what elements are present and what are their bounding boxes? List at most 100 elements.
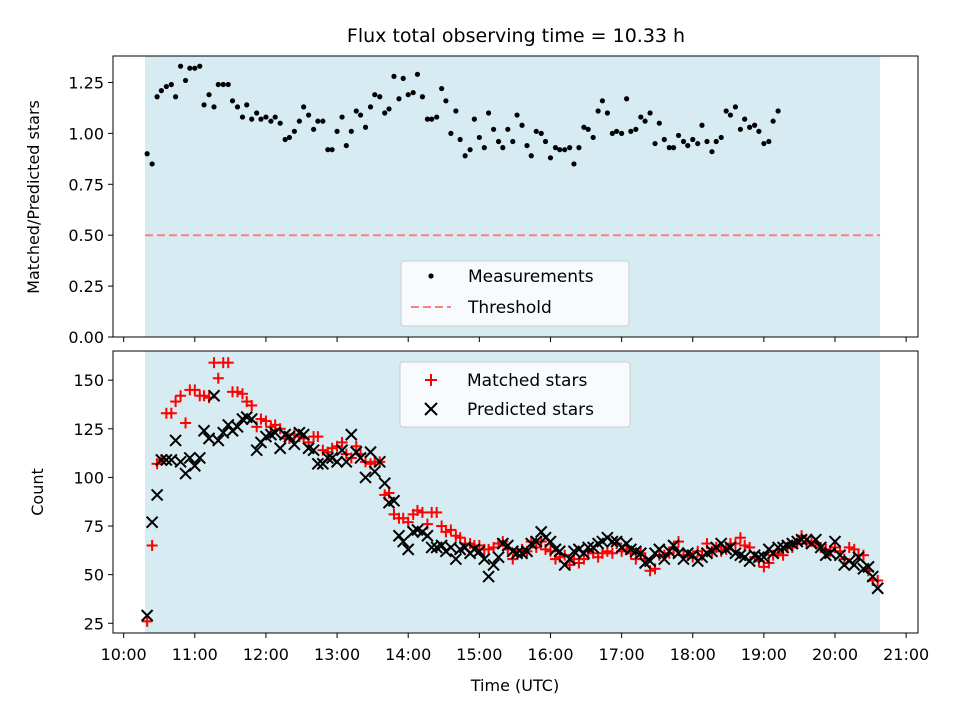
x-axis-label: Time (UTC) — [470, 676, 559, 695]
measurement-point — [704, 138, 710, 145]
top-y-tick-label: 1.00 — [68, 124, 104, 143]
measurement-point — [638, 114, 644, 120]
measurement-point — [571, 161, 577, 167]
measurement-point — [343, 142, 349, 149]
measurement-point — [353, 108, 359, 114]
predicted-point — [311, 457, 325, 471]
matched-point — [175, 390, 187, 402]
measurement-point — [315, 118, 321, 124]
measurement-point — [249, 116, 255, 122]
x-tick-label: 20:00 — [812, 645, 858, 664]
x-tick-label: 19:00 — [741, 645, 787, 664]
predicted-point — [330, 455, 344, 469]
predicted-point — [814, 541, 827, 554]
predicted-point — [653, 543, 666, 556]
matched-point — [436, 520, 448, 532]
predicted-point — [663, 545, 676, 558]
measurement-point — [614, 128, 620, 134]
top-legend-box — [400, 260, 630, 327]
measurement-point — [770, 118, 776, 124]
matched-point — [431, 506, 443, 518]
predicted-point — [273, 442, 287, 455]
measurement-point — [414, 71, 421, 77]
matched-point — [189, 384, 201, 396]
legend-matched-marker — [425, 374, 437, 386]
top-legend: Measurements Threshold — [400, 260, 630, 327]
measurement-point — [367, 104, 374, 110]
matched-point — [146, 539, 158, 551]
matched-point — [734, 532, 746, 544]
x-tick-label: 13:00 — [314, 645, 360, 664]
predicted-point — [165, 453, 178, 467]
matched-point — [198, 390, 210, 402]
predicted-point — [752, 550, 766, 564]
matched-point — [601, 545, 613, 557]
measurement-point — [306, 112, 312, 118]
matched-point — [222, 357, 234, 369]
matched-point — [440, 526, 452, 538]
matched-point — [411, 504, 423, 516]
legend-measurement-marker — [428, 273, 434, 279]
predicted-point — [321, 451, 335, 465]
predicted-point — [757, 550, 771, 564]
top-y-axis: 0.00 0.25 0.50 0.75 1.00 1.25 — [68, 73, 113, 347]
measurement-point — [727, 112, 734, 118]
predicted-point — [677, 552, 690, 566]
measurement-point — [339, 114, 345, 120]
measurement-point — [761, 140, 767, 147]
matched-point — [454, 532, 466, 544]
predicted-point — [771, 541, 785, 554]
matched-point — [141, 615, 153, 627]
bottom-y-tick-label: 150 — [73, 371, 104, 390]
measurement-point — [709, 149, 715, 155]
predicted-point — [150, 488, 164, 502]
predicted-point — [620, 537, 633, 550]
predicted-point — [335, 443, 349, 457]
predicted-point — [387, 494, 401, 507]
matched-point — [416, 506, 428, 518]
predicted-point — [866, 570, 879, 583]
measurement-point — [419, 94, 426, 100]
measurement-point — [277, 120, 283, 126]
measurement-points — [144, 63, 781, 167]
predicted-point — [581, 541, 595, 554]
measurement-point — [348, 128, 354, 134]
predicted-point — [449, 552, 463, 566]
measurement-point — [775, 108, 781, 114]
measurement-point — [675, 132, 682, 139]
measurement-point — [528, 153, 534, 159]
bottom-y-tick-label: 50 — [84, 566, 104, 585]
matched-point — [326, 442, 338, 454]
measurement-point — [310, 126, 317, 132]
predicted-point — [658, 552, 671, 566]
predicted-point — [544, 535, 557, 548]
measurement-point — [695, 140, 701, 147]
top-y-tick-label: 0.50 — [68, 226, 104, 245]
measurement-point — [647, 110, 653, 116]
matched-point — [208, 357, 220, 369]
measurement-point — [538, 130, 544, 136]
predicted-point — [862, 560, 875, 574]
measurement-point — [752, 122, 758, 128]
measurement-point — [490, 126, 497, 132]
measurement-point — [258, 116, 264, 122]
legend-measurements-label: Measurements — [468, 267, 594, 287]
measurement-point — [670, 145, 677, 151]
measurement-point — [467, 147, 473, 153]
measurement-point — [291, 128, 297, 134]
x-tick-label: 10:00 — [101, 645, 147, 664]
predicted-point — [577, 547, 591, 560]
measurement-point — [732, 104, 739, 110]
x-tick-label: 17:00 — [599, 645, 645, 664]
predicted-point — [160, 453, 173, 467]
predicted-point — [795, 533, 808, 546]
measurement-point — [485, 110, 492, 116]
predicted-point — [401, 543, 415, 556]
predicted-point — [833, 548, 847, 562]
predicted-point — [667, 539, 680, 552]
matched-point — [843, 541, 855, 553]
measurement-point — [476, 134, 482, 141]
count-points — [140, 357, 884, 627]
measurement-point — [619, 130, 625, 136]
measurement-point — [400, 75, 406, 81]
